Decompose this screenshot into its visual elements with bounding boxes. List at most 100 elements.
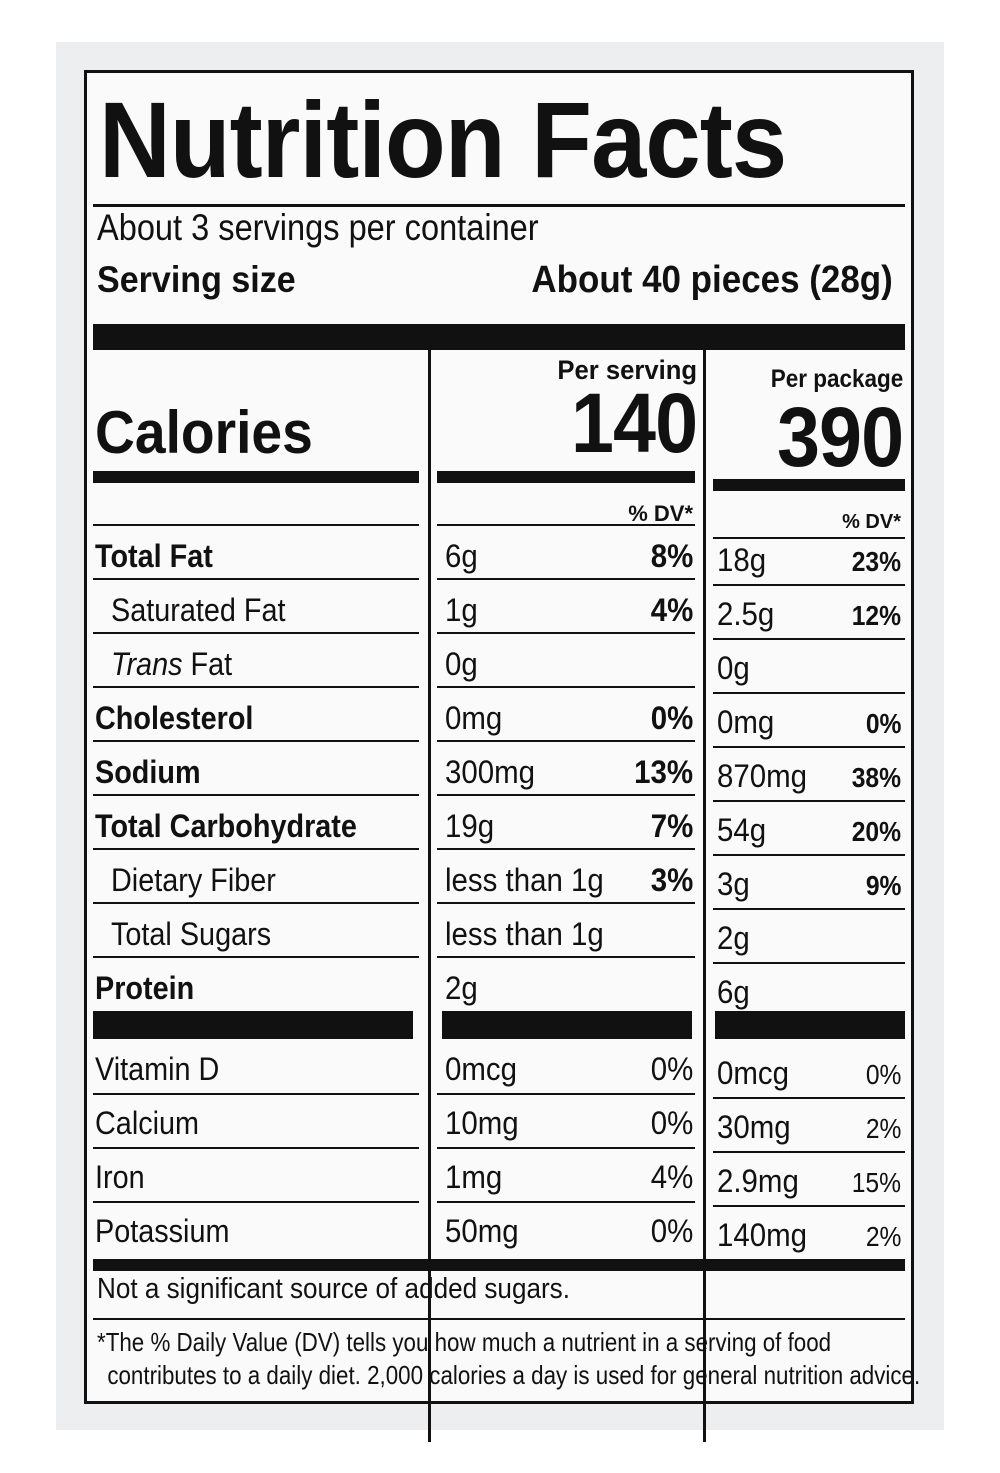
thick-divider [93,471,419,483]
row-divider [437,848,695,850]
package-amount: 18g [717,542,767,578]
serving-amount: 1g [445,592,478,628]
row-divider [713,908,905,910]
row-divider [93,740,419,742]
nutrient-name: Trans Fat [111,648,232,680]
serving-amount: 0mcg [445,1051,517,1087]
serving-amount: 6g [445,538,478,574]
nutrition-facts-label: Nutrition Facts About 3 servings per con… [84,70,920,1442]
nutrient-name: Sodium [95,754,201,790]
serving-amount: 0mg [445,700,503,736]
package-amount: 0mcg [717,1055,789,1091]
row-divider [437,794,695,796]
row-divider [713,746,905,748]
footnote-line-1: *The % Daily Value (DV) tells you how mu… [97,1327,832,1357]
divider [93,204,905,207]
serving-amount: less than 1g [445,862,604,898]
package-amount: 2g [717,920,750,956]
serving-dv: 0% [650,1105,693,1141]
divider [437,524,695,526]
column-divider [428,348,431,1442]
serving-dv: 0% [650,1213,693,1249]
row-divider [713,854,905,856]
serving-dv: 8% [650,538,693,574]
row-divider [713,1151,905,1153]
nutrient-name-italic: Trans [111,646,183,682]
nutrient-name-rest: Fat [182,646,233,682]
serving-dv: 7% [650,808,693,844]
package-dv: 9% [865,870,901,901]
package-amount: 0g [717,650,750,686]
serving-dv: 4% [650,592,693,628]
row-divider [93,1147,419,1149]
per-serving-header: Per serving [557,355,697,385]
vitamin-name: Calcium [95,1105,200,1141]
divider [713,537,905,539]
serving-dv: 3% [650,862,693,898]
row-divider [437,956,695,958]
nutrient-name: Saturated Fat [111,592,286,628]
package-dv: 20% [851,816,901,847]
serving-dv: 0% [650,700,693,736]
row-divider [437,1201,695,1203]
serving-dv: 13% [634,754,693,790]
thick-divider [93,1011,413,1039]
divider [93,1318,905,1320]
row-divider [437,1147,695,1149]
label-title: Nutrition Facts [99,79,787,200]
dv-header-package: % DV* [842,511,901,533]
row-divider [93,794,419,796]
divider [93,524,419,526]
serving-size-value: About 40 pieces (28g) [531,259,893,301]
row-divider [93,956,419,958]
nutrient-name: Total Carbohydrate [95,808,357,844]
serving-amount: less than 1g [445,916,604,952]
calories-per-package: 390 [776,390,904,484]
vitamin-name: Iron [95,1159,145,1195]
row-divider [437,578,695,580]
added-sugars-note: Not a significant source of added sugars… [97,1273,570,1305]
thick-divider [713,479,905,491]
serving-amount: 300mg [445,754,536,790]
serving-dv: 4% [650,1159,693,1195]
package-dv: 15% [851,1167,901,1198]
package-amount: 2.9mg [717,1163,799,1199]
row-divider [437,632,695,634]
column-divider [703,348,706,1442]
dv-footnote: *The % Daily Value (DV) tells you how mu… [97,1326,920,1391]
package-dv: 38% [851,762,901,793]
row-divider [713,962,905,964]
package-amount: 870mg [717,758,808,794]
package-amount: 30mg [717,1109,791,1145]
row-divider [713,1097,905,1099]
row-divider [93,686,419,688]
row-divider [713,584,905,586]
row-divider [437,1093,695,1095]
serving-amount: 50mg [445,1213,519,1249]
serving-dv: 0% [650,1051,693,1087]
package-amount: 2.5g [717,596,775,632]
row-divider [93,578,419,580]
row-divider [437,740,695,742]
dv-header-serving: % DV* [628,501,693,526]
thick-divider [442,1011,692,1039]
footnote-line-2: contributes to a daily diet. 2,000 calor… [107,1359,921,1390]
thick-divider [437,471,695,483]
nutrient-name: Total Sugars [111,916,272,952]
thick-divider [93,324,905,350]
package-dv: 0% [865,708,901,739]
serving-amount: 1mg [445,1159,503,1195]
thick-divider [715,1011,905,1039]
calories-label: Calories [95,399,313,466]
row-divider [437,686,695,688]
row-divider [93,848,419,850]
serving-amount: 0g [445,646,478,682]
row-divider [93,632,419,634]
nutrient-name: Protein [95,970,195,1006]
serving-amount: 10mg [445,1105,519,1141]
serving-amount: 19g [445,808,495,844]
package-amount: 140mg [717,1217,808,1253]
nutrient-name: Total Fat [95,538,213,574]
vitamin-name: Vitamin D [95,1051,220,1087]
per-package-header: Per package [770,365,903,393]
